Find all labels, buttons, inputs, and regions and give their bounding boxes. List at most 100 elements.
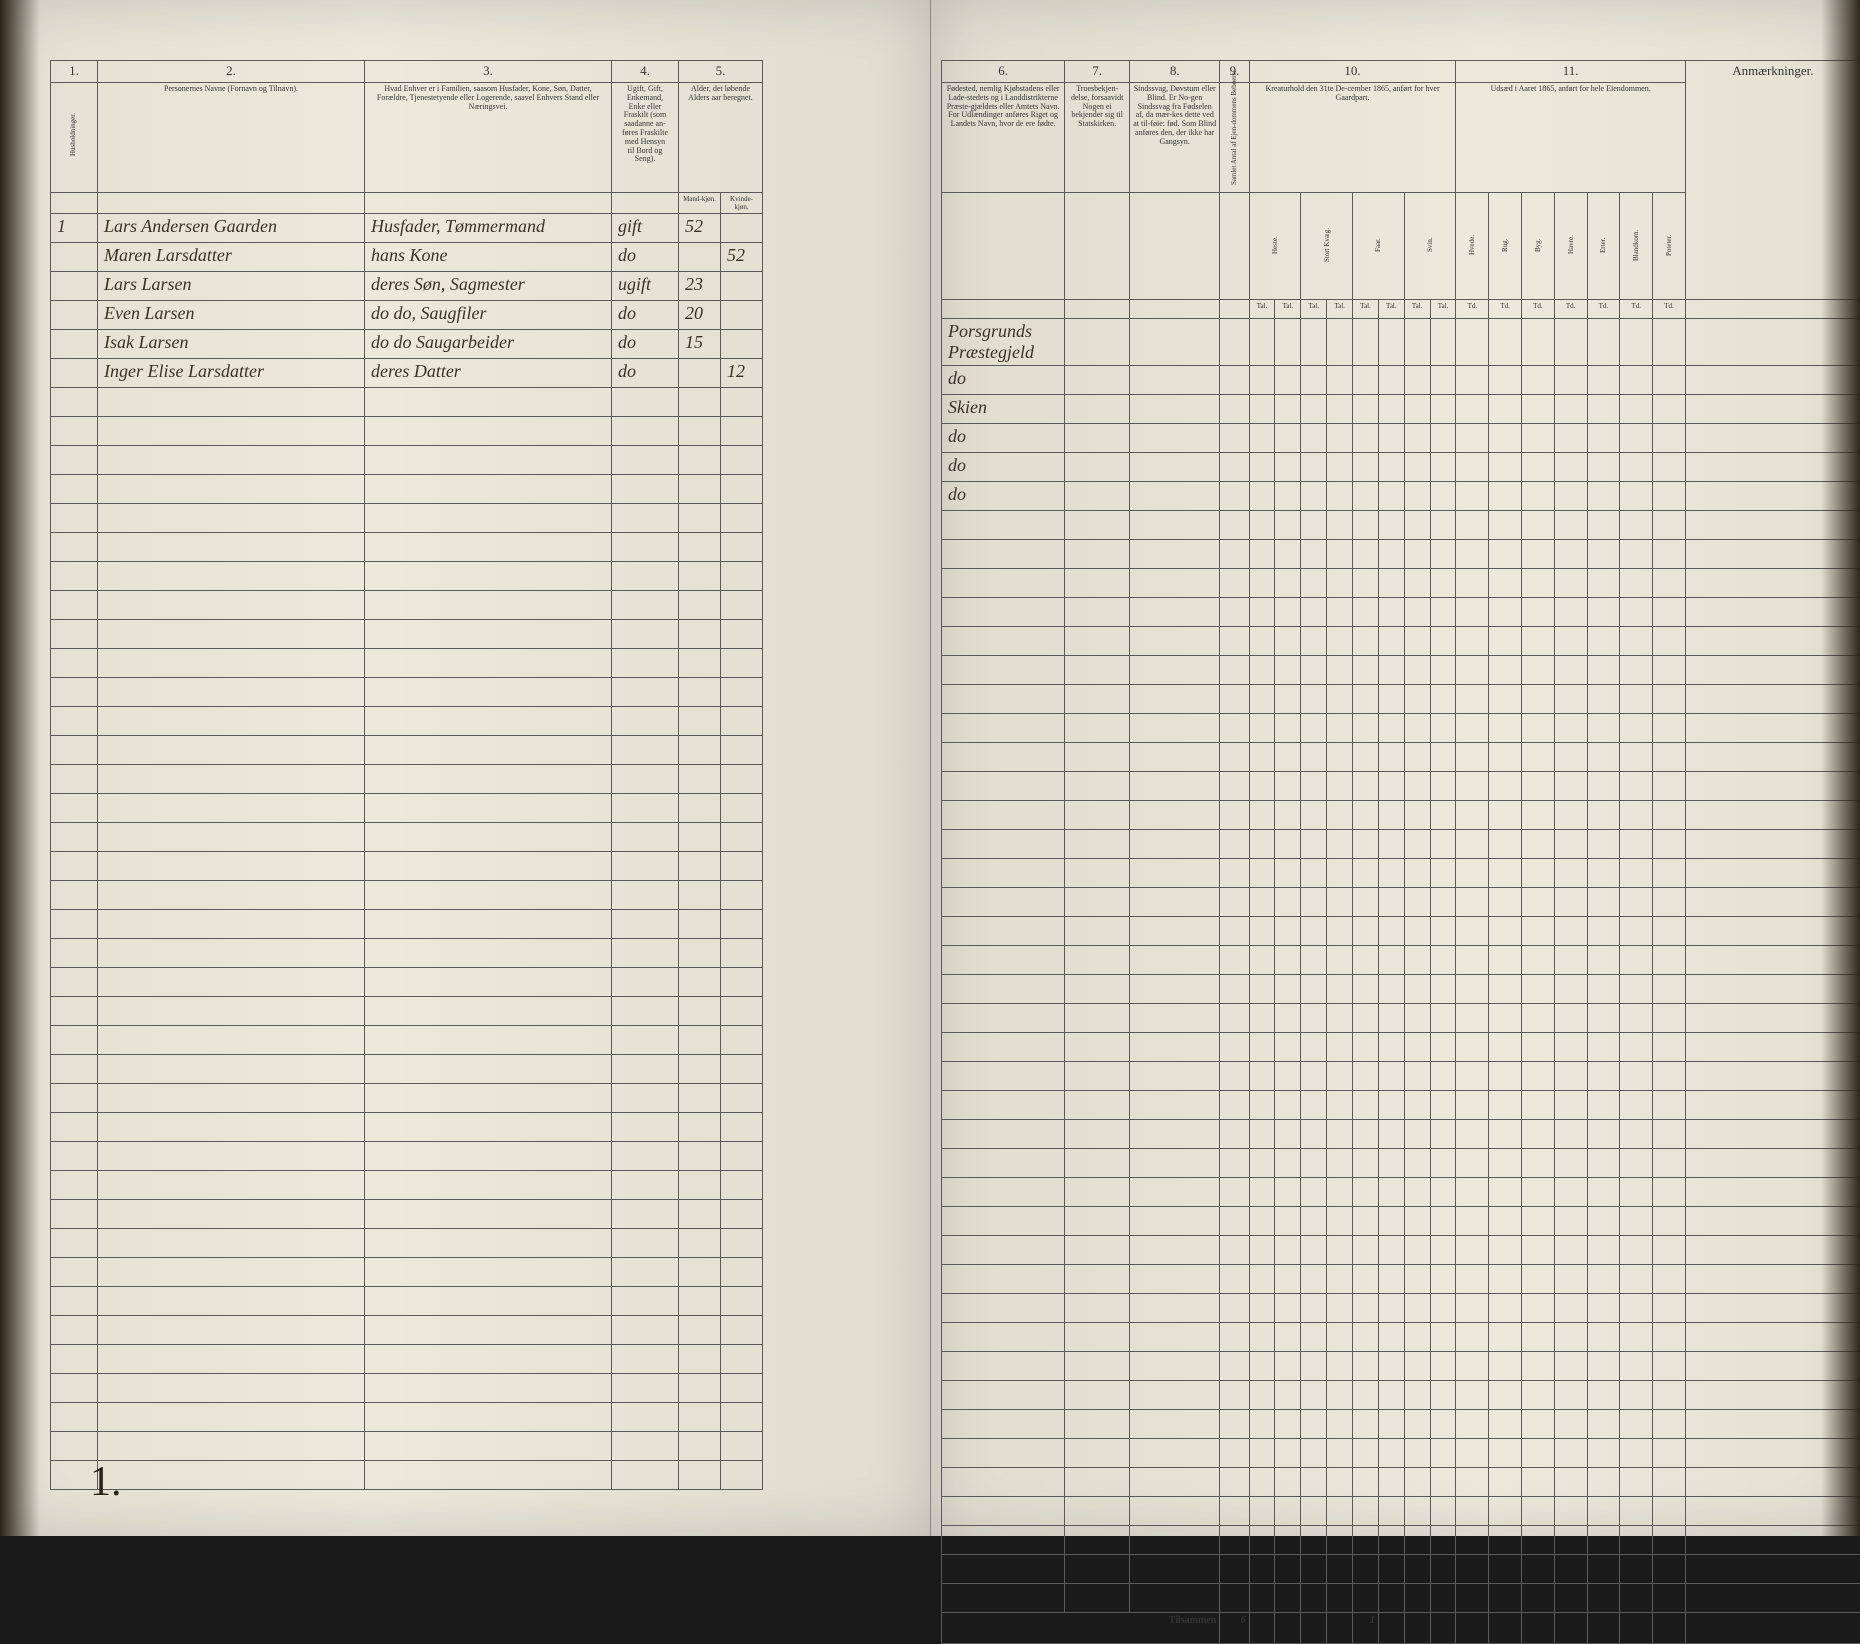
cell-hh (51, 243, 98, 272)
cell-relation: do do, Saugfiler (365, 301, 612, 330)
table-row (51, 1229, 763, 1258)
col-desc-6: Fødested, nemlig Kjøbstadens eller Lade-… (942, 83, 1065, 193)
col-num-1: 1. (51, 61, 98, 83)
cell-birthplace: Porsgrunds Præstegjeld (942, 319, 1065, 366)
table-row (942, 1439, 1860, 1468)
cell-status: ugift (612, 272, 679, 301)
col-num-6: 6. (942, 61, 1065, 83)
cell-age-m: 15 (679, 330, 721, 359)
table-row (942, 1149, 1860, 1178)
table-row (51, 678, 763, 707)
cell-hh (51, 272, 98, 301)
col-desc-8: Sindssvag, Døvstum eller Blind. Er No-ge… (1130, 83, 1220, 193)
sub11-0: Hvede. (1456, 193, 1489, 300)
table-row (942, 1120, 1860, 1149)
table-row: do (942, 453, 1860, 482)
table-row (942, 859, 1860, 888)
binding-shadow-left (0, 0, 40, 1536)
table-row (51, 417, 763, 446)
table-row (51, 968, 763, 997)
col-desc-1: Husholdninger. (51, 83, 98, 193)
table-row: Inger Elise Larsdatterderes Datterdo12 (51, 359, 763, 388)
col-desc-10: Kreaturhold den 31te De-cember 1865, anf… (1249, 83, 1456, 193)
table-row (942, 1236, 1860, 1265)
table-row (51, 852, 763, 881)
binding-shadow-right (1821, 0, 1860, 1536)
cell-relation: deres Datter (365, 359, 612, 388)
cell-hh (51, 301, 98, 330)
cell-relation: do do Saugarbeider (365, 330, 612, 359)
cell-relation: hans Kone (365, 243, 612, 272)
page-right: 6. 7. 8. 9. 10. 11. Anmærkninger. Fødest… (931, 0, 1860, 1536)
ledger-table-left: 1. 2. 3. 4. 5. Husholdninger. Personerne… (50, 60, 763, 1490)
ledger-table-right: 6. 7. 8. 9. 10. 11. Anmærkninger. Fødest… (941, 60, 1860, 1644)
table-row: Lars Larsenderes Søn, Sagmesterugift23 (51, 272, 763, 301)
table-row (942, 1584, 1860, 1613)
table-row (51, 649, 763, 678)
table-row (51, 1403, 763, 1432)
cell-age-m: 23 (679, 272, 721, 301)
table-row (51, 823, 763, 852)
table-row (942, 975, 1860, 1004)
col-num-7: 7. (1065, 61, 1130, 83)
col-num-8: 8. (1130, 61, 1220, 83)
table-row (51, 1142, 763, 1171)
table-row (51, 1113, 763, 1142)
cell-hh: 1 (51, 214, 98, 243)
page-left: 1. 2. 3. 4. 5. Husholdninger. Personerne… (0, 0, 931, 1536)
cell-age-m (679, 359, 721, 388)
table-row (51, 1287, 763, 1316)
cell-age-f (721, 301, 763, 330)
cell-age-f (721, 214, 763, 243)
table-row (942, 1381, 1860, 1410)
col-desc-3: Hvad Enhver er i Familien, saasom Husfad… (365, 83, 612, 193)
table-row (51, 475, 763, 504)
table-row: do (942, 366, 1860, 395)
cell-name: Lars Andersen Gaarden (98, 214, 365, 243)
sub10-kvaeg: Stort Kvæg. (1301, 193, 1353, 300)
table-row (51, 504, 763, 533)
table-row (942, 772, 1860, 801)
table-row (942, 1410, 1860, 1439)
table-row: 1Lars Andersen GaardenHusfader, Tømmerma… (51, 214, 763, 243)
table-row (942, 801, 1860, 830)
table-row (942, 830, 1860, 859)
table-row (942, 1033, 1860, 1062)
ledger-book: 1. 2. 3. 4. 5. Husholdninger. Personerne… (0, 0, 1860, 1536)
col-desc-5: Alder, det løbende Alders aar beregnet. (679, 83, 763, 193)
table-row (51, 1084, 763, 1113)
cell-age-f (721, 272, 763, 301)
cell-age-f: 52 (721, 243, 763, 272)
table-row (51, 910, 763, 939)
footer-label: Tilsammen (942, 1613, 1220, 1644)
page-corner-left: 1. (90, 1458, 122, 1506)
table-row (942, 714, 1860, 743)
cell-age-m: 52 (679, 214, 721, 243)
table-row (51, 1055, 763, 1084)
table-row (942, 1265, 1860, 1294)
cell-name: Isak Larsen (98, 330, 365, 359)
table-row (51, 1026, 763, 1055)
col-desc-4: Ugift, Gift, Enkemand, Enke eller Fraski… (612, 83, 679, 193)
table-row (51, 1171, 763, 1200)
col-desc-11: Udsæd i Aaret 1865, anført for hele Eien… (1456, 83, 1685, 193)
table-row (51, 707, 763, 736)
table-row (942, 1555, 1860, 1584)
sub11-2: Byg. (1522, 193, 1555, 300)
col-num-2: 2. (98, 61, 365, 83)
table-row: do (942, 424, 1860, 453)
sub11-3: Havre. (1554, 193, 1587, 300)
footer-row: Tilsammen 6 1 (942, 1613, 1860, 1644)
table-row (942, 1497, 1860, 1526)
table-row (51, 388, 763, 417)
sub11-6: Poteter. (1653, 193, 1686, 300)
table-row (942, 598, 1860, 627)
table-row (942, 946, 1860, 975)
table-row (942, 1352, 1860, 1381)
table-row (942, 511, 1860, 540)
cell-name: Even Larsen (98, 301, 365, 330)
table-row (942, 540, 1860, 569)
col-num-11: 11. (1456, 61, 1685, 83)
cell-name: Lars Larsen (98, 272, 365, 301)
cell-relation: Husfader, Tømmermand (365, 214, 612, 243)
